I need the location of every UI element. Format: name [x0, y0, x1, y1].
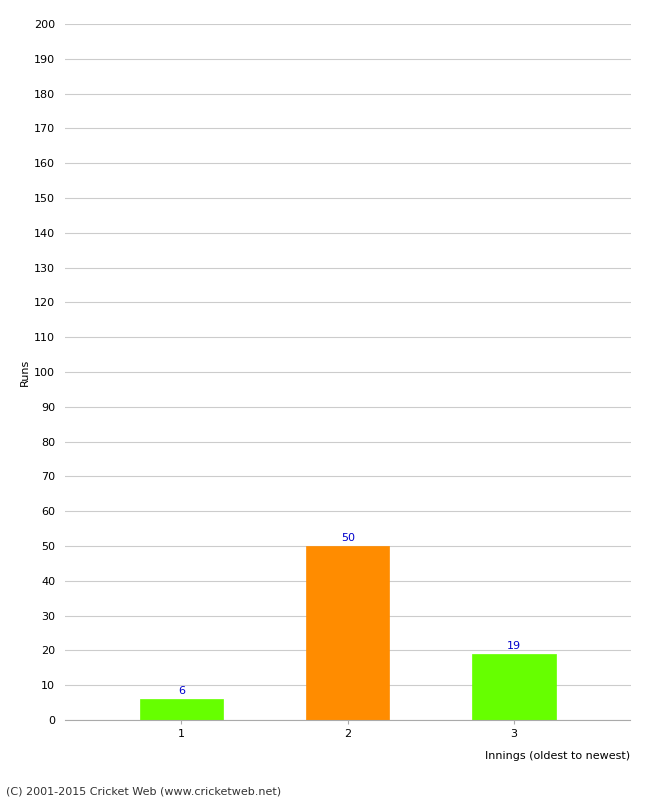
Bar [473, 654, 556, 720]
Bar [306, 546, 389, 720]
Text: Innings (oldest to newest): Innings (oldest to newest) [486, 751, 630, 762]
Text: 50: 50 [341, 534, 355, 543]
Text: 6: 6 [178, 686, 185, 696]
Text: 19: 19 [507, 641, 521, 651]
Y-axis label: Runs: Runs [20, 358, 30, 386]
Bar [140, 699, 223, 720]
Text: (C) 2001-2015 Cricket Web (www.cricketweb.net): (C) 2001-2015 Cricket Web (www.cricketwe… [6, 786, 281, 796]
